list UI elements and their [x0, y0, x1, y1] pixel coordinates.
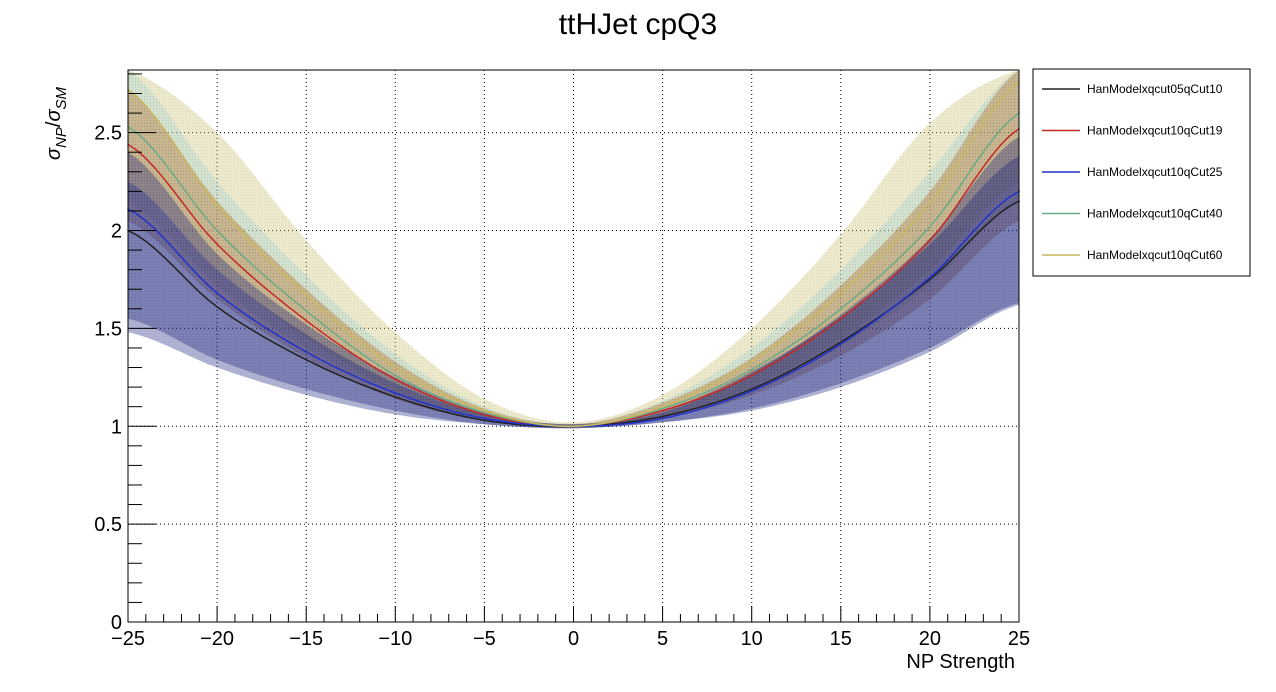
data-point — [483, 417, 486, 420]
data-point — [750, 388, 753, 390]
legend-label: HanModelxqcut10qCut60 — [1087, 248, 1223, 262]
x-tick-label: −20 — [200, 628, 234, 650]
legend-label: HanModelxqcut10qCut40 — [1087, 207, 1223, 221]
uncertainty-bands — [128, 70, 1019, 429]
y-axis-label-sigma-np: σ — [43, 147, 65, 160]
y-axis-label-slash: / — [43, 121, 65, 127]
legend-entry: HanModelxqcut10qCut25 — [1042, 165, 1223, 179]
y-tick-label: 1 — [111, 416, 122, 438]
data-point — [572, 425, 575, 428]
data-point — [929, 278, 931, 281]
legend-label: HanModelxqcut10qCut19 — [1087, 124, 1223, 138]
x-tick-label: 5 — [657, 628, 668, 650]
data-point — [929, 202, 931, 204]
data-point — [661, 415, 664, 418]
x-tick-label: 20 — [919, 628, 941, 650]
axes: −25 −20 −15 −10 −5 0 5 10 15 20 25 0 0.5 1 1.5 2 2.5 — [94, 73, 1030, 650]
legend-entry: HanModelxqcut10qCut60 — [1042, 248, 1223, 262]
data-point — [305, 351, 308, 353]
data-point — [661, 409, 664, 412]
data-point — [840, 317, 842, 320]
data-point — [394, 396, 397, 398]
x-tick-label: −25 — [111, 628, 145, 650]
data-point — [305, 319, 308, 322]
data-point — [750, 360, 753, 363]
x-tick-label: 15 — [830, 628, 852, 650]
legend-entry: HanModelxqcut10qCut19 — [1042, 124, 1223, 138]
legend-label: HanModelxqcut05qCut10 — [1087, 82, 1223, 96]
data-point — [394, 366, 397, 369]
data-point — [661, 405, 664, 408]
chart-title: ttHJet cpQ3 — [559, 8, 717, 41]
x-axis-label: NP Strength — [906, 651, 1015, 673]
x-tick-label: 10 — [741, 628, 763, 650]
data-point — [929, 276, 931, 279]
legend-label: HanModelxqcut10qCut25 — [1087, 165, 1223, 179]
band-dots — [128, 70, 1019, 429]
data-point — [216, 229, 218, 232]
y-axis-label-sigma-sm: σ — [43, 109, 65, 122]
data-point — [840, 308, 842, 310]
data-point — [750, 368, 753, 371]
data-point — [483, 413, 486, 416]
x-tick-label: 25 — [1008, 628, 1030, 650]
data-point — [929, 239, 931, 242]
band-HanModelxqcut10qCut19 — [128, 70, 1019, 429]
legend-entries: HanModelxqcut05qCut10 HanModelxqcut10qCut… — [1042, 82, 1223, 262]
data-point — [840, 343, 842, 345]
y-tick-label: 1.5 — [94, 318, 122, 340]
x-tick-label: −15 — [289, 628, 323, 650]
y-axis-label-sm: SM — [53, 86, 70, 109]
data-point — [394, 374, 397, 377]
data-point — [929, 225, 931, 228]
data-point — [305, 294, 308, 296]
y-tick-label: 2.5 — [94, 123, 122, 145]
data-point — [305, 309, 308, 312]
data-point — [216, 243, 218, 246]
data-point — [750, 390, 753, 392]
data-point — [305, 358, 308, 361]
data-point — [394, 392, 397, 394]
data-point — [840, 292, 842, 294]
legend-entry: HanModelxqcut05qCut10 — [1042, 82, 1223, 96]
y-tick-label: 0 — [111, 612, 122, 634]
data-point — [483, 419, 486, 422]
data-point — [483, 411, 486, 414]
data-point — [750, 374, 753, 377]
data-point — [216, 292, 218, 294]
data-point — [483, 409, 486, 412]
x-tick-label: −5 — [473, 628, 496, 650]
data-point — [840, 341, 842, 343]
y-tick-label: 0.5 — [94, 514, 122, 536]
legend-entry: HanModelxqcut10qCut40 — [1042, 207, 1223, 221]
legend: HanModelxqcut05qCut10 HanModelxqcut10qCut… — [1032, 68, 1251, 277]
data-point — [394, 378, 397, 381]
data-point — [216, 306, 218, 308]
y-axis-label-np: NP — [53, 127, 70, 148]
band-dots — [128, 156, 1019, 429]
data-point — [661, 407, 664, 410]
series-lines — [127, 80, 1020, 428]
data-point — [661, 417, 664, 420]
y-axis-label: σNP/σSM — [43, 86, 70, 160]
band-HanModelxqcut05qCut10 — [128, 156, 1019, 429]
y-tick-label: 2 — [111, 221, 122, 243]
data-point — [216, 204, 218, 206]
x-tick-label: 0 — [568, 628, 579, 650]
x-tick-label: −10 — [378, 628, 412, 650]
